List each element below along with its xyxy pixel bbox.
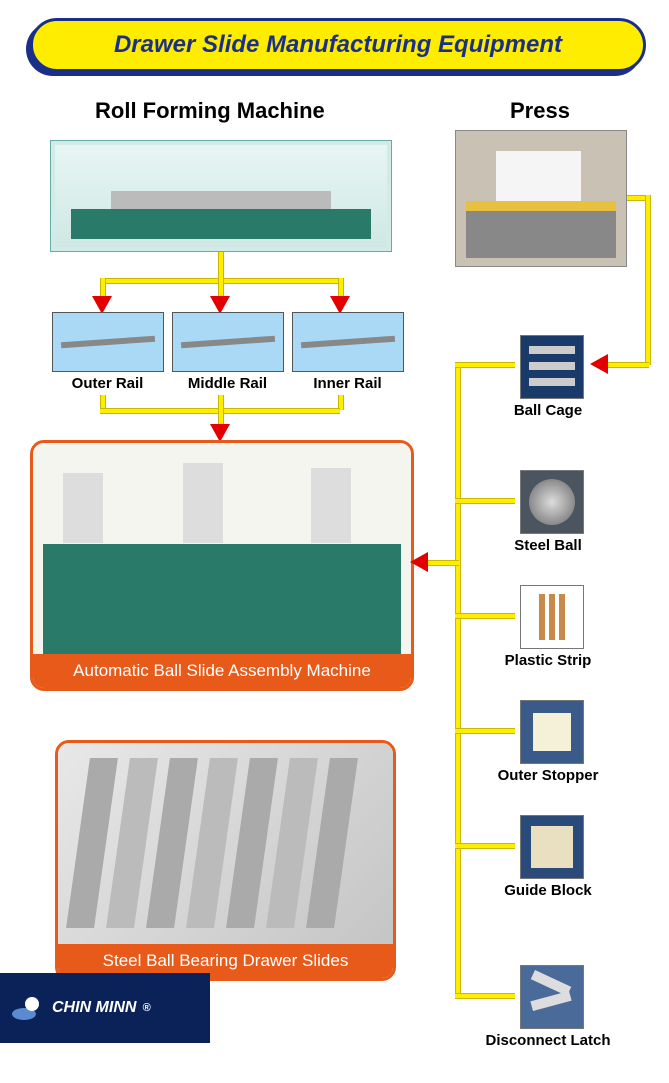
outer-stopper-image [520, 700, 584, 764]
outer-stopper-label: Outer Stopper [478, 767, 618, 784]
flow-line [455, 843, 515, 849]
flow-line [455, 613, 515, 619]
flow-line [455, 498, 515, 504]
arrow-icon [410, 552, 428, 572]
flow-line [100, 278, 106, 298]
inner-rail-label: Inner Rail [300, 375, 395, 392]
outer-rail-label: Outer Rail [60, 375, 155, 392]
ball-cage-image [520, 335, 584, 399]
steel-ball-label: Steel Ball [478, 537, 618, 554]
assembly-caption: Automatic Ball Slide Assembly Machine [33, 654, 411, 688]
press-image [455, 130, 627, 267]
flow-line [338, 278, 344, 298]
product-panel: Steel Ball Bearing Drawer Slides [55, 740, 396, 981]
brand-name: CHIN MINN [52, 999, 136, 1017]
flow-line [455, 993, 515, 999]
heading-roll-forming: Roll Forming Machine [95, 98, 325, 124]
flow-line [218, 278, 224, 298]
flow-line [455, 362, 515, 368]
steel-ball-image [520, 470, 584, 534]
arrow-icon [590, 354, 608, 374]
disconnect-latch-image [520, 965, 584, 1029]
diagram-canvas: Drawer Slide Manufacturing Equipment Rol… [0, 0, 669, 1083]
flow-line [455, 362, 461, 997]
title-text: Drawer Slide Manufacturing Equipment [114, 31, 562, 59]
brand-logo: CHIN MINN ® [0, 973, 210, 1043]
plastic-strip-label: Plastic Strip [478, 652, 618, 669]
flow-line [645, 195, 651, 365]
title-banner: Drawer Slide Manufacturing Equipment [30, 18, 646, 72]
middle-rail-label: Middle Rail [180, 375, 275, 392]
ball-cage-label: Ball Cage [478, 402, 618, 419]
guide-block-image [520, 815, 584, 879]
plastic-strip-image [520, 585, 584, 649]
outer-rail-image [52, 312, 164, 372]
flow-line [605, 362, 649, 368]
flow-line [425, 560, 459, 566]
disconnect-latch-label: Disconnect Latch [478, 1032, 618, 1049]
heading-press: Press [510, 98, 570, 124]
middle-rail-image [172, 312, 284, 372]
roll-forming-image [50, 140, 392, 252]
assembly-panel: Automatic Ball Slide Assembly Machine [30, 440, 414, 691]
guide-block-label: Guide Block [478, 882, 618, 899]
flow-line [218, 252, 224, 280]
inner-rail-image [292, 312, 404, 372]
flow-line [455, 728, 515, 734]
